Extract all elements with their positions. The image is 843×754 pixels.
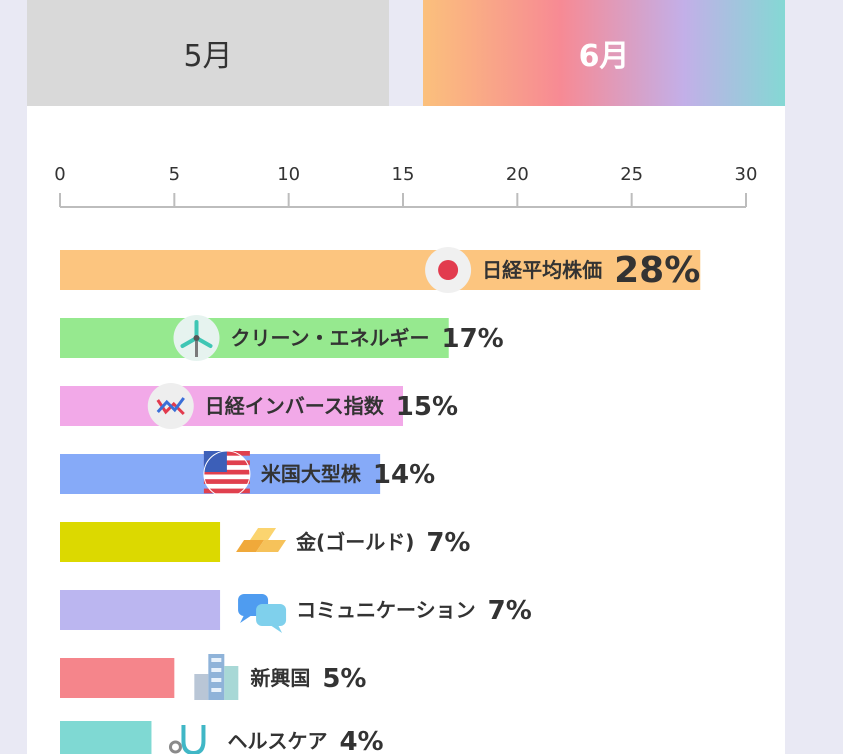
x-tick-label: 0 <box>54 164 65 185</box>
bar <box>60 658 175 698</box>
tab-june[interactable]: 6月 <box>423 0 785 106</box>
x-tick-label: 5 <box>169 164 180 185</box>
month-tabs: 5月 6月 <box>27 0 785 106</box>
category-label: 金(ゴールド) <box>295 530 414 554</box>
stethoscope-icon <box>168 725 206 754</box>
bar <box>60 721 152 754</box>
bar <box>60 522 221 562</box>
x-tick-label: 25 <box>620 164 643 185</box>
category-label: コミュニケーション <box>296 598 476 622</box>
value-label: 7% <box>426 528 470 558</box>
value-label: 28% <box>614 250 700 291</box>
x-tick-label: 15 <box>392 164 415 185</box>
value-label: 7% <box>488 596 532 626</box>
tab-june-label: 6月 <box>578 39 630 74</box>
bar-row: 新興国 5% <box>60 654 366 700</box>
value-label: 14% <box>373 460 435 490</box>
tab-may-label: 5月 <box>183 39 233 74</box>
bar-row: 日経インバース指数 15% <box>60 383 458 429</box>
us-flag-icon <box>203 450 251 498</box>
bar-row: 米国大型株 14% <box>60 450 435 498</box>
bar <box>60 318 449 358</box>
bar <box>60 386 403 426</box>
category-label: クリーン・エネルギー <box>230 326 429 350</box>
right-margin <box>785 0 843 754</box>
value-label: 4% <box>339 727 383 754</box>
bars: 日経平均株価 28% クリーン・エネルギー 17% 日経インバース指数 15% 米国大型株 1… <box>60 247 701 754</box>
japan-flag-icon <box>425 247 472 293</box>
wind-turbine-icon <box>173 315 220 361</box>
inverse-chart-icon <box>147 383 194 429</box>
bar <box>60 250 701 290</box>
bar-row: コミュニケーション 7% <box>60 590 532 633</box>
x-tick-label: 30 <box>735 164 758 185</box>
value-label: 15% <box>396 392 458 422</box>
gold-bar-icon <box>236 528 287 552</box>
chat-bubbles-icon <box>238 594 287 633</box>
category-label: 米国大型株 <box>261 462 362 486</box>
category-label: 新興国 <box>250 666 310 690</box>
x-tick-label: 10 <box>277 164 300 185</box>
x-axis: 0 5 10 15 20 25 30 <box>54 164 758 208</box>
bar-row: クリーン・エネルギー 17% <box>60 315 504 361</box>
category-label: 日経インバース指数 <box>205 394 385 418</box>
bar-row: ヘルスケア 4% <box>60 721 384 754</box>
value-label: 17% <box>441 324 503 354</box>
bar-row: 金(ゴールド) 7% <box>60 522 471 562</box>
tab-divider <box>389 0 423 106</box>
buildings-icon <box>194 654 239 700</box>
category-label: ヘルスケア <box>227 729 327 753</box>
tab-may[interactable]: 5月 <box>27 0 389 106</box>
bar-row: 日経平均株価 28% <box>60 247 701 293</box>
value-label: 5% <box>322 664 366 694</box>
category-label: 日経平均株価 <box>482 258 602 282</box>
bar <box>60 590 221 630</box>
x-tick-label: 20 <box>506 164 529 185</box>
